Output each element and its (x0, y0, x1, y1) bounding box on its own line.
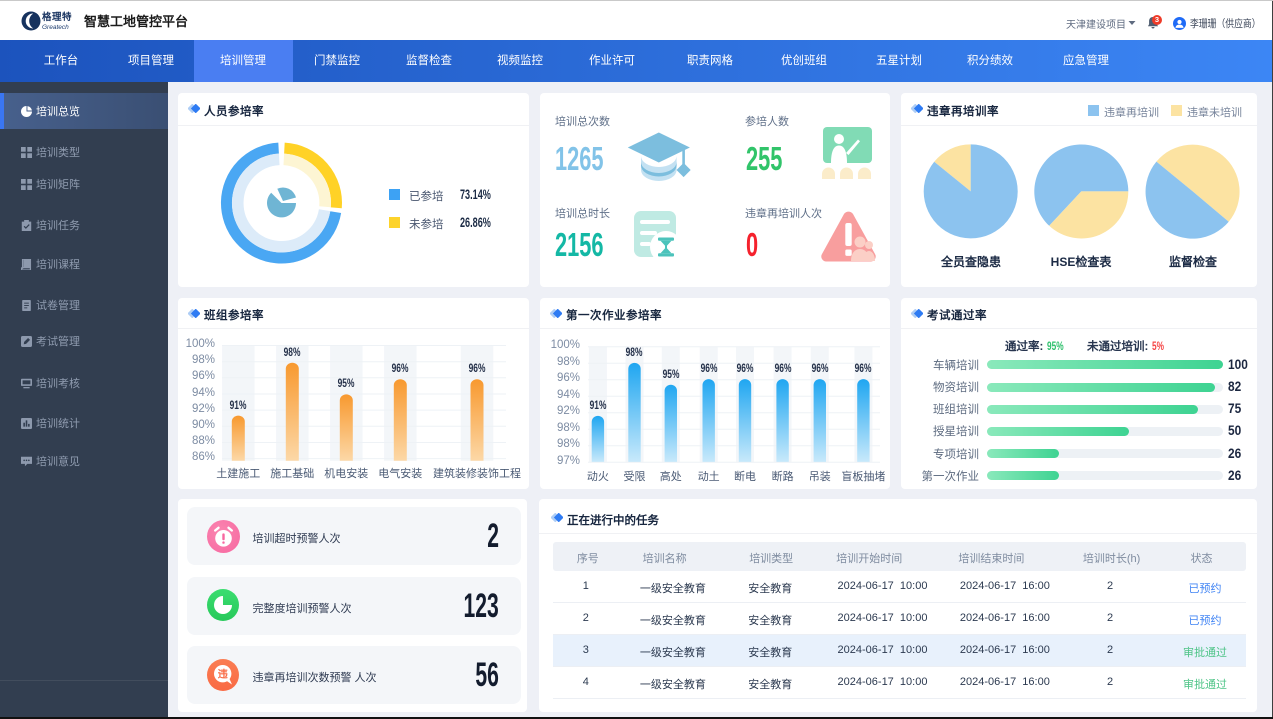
svg-text:违: 违 (217, 667, 227, 680)
